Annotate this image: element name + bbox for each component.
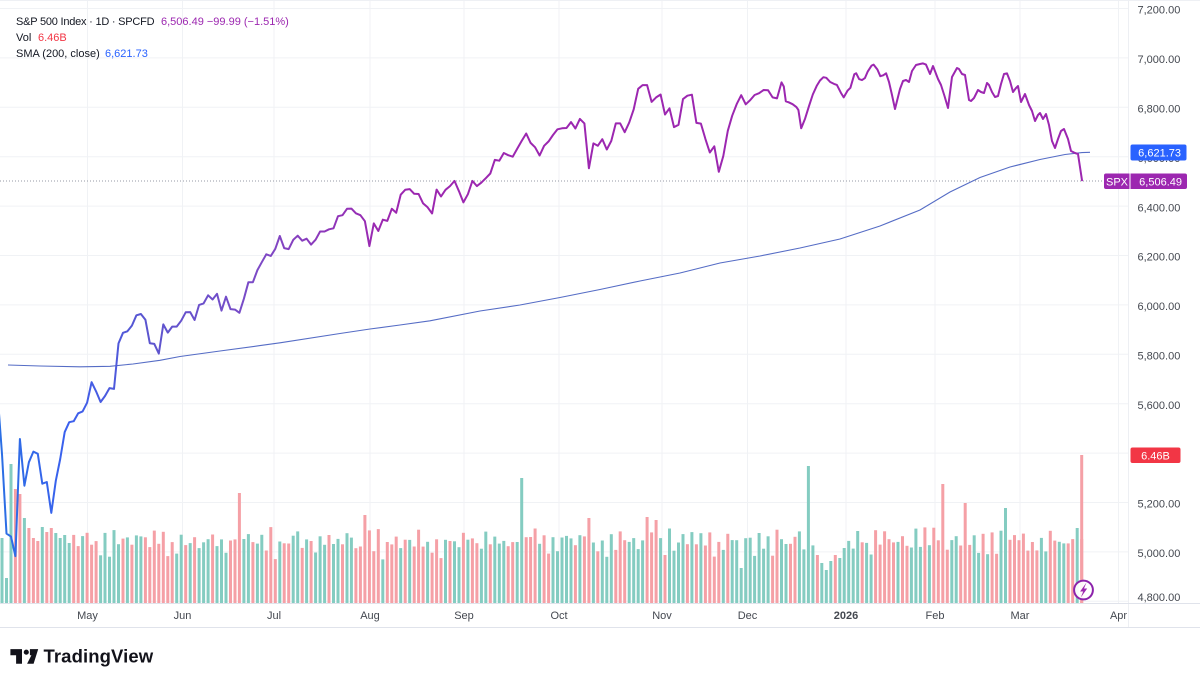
- svg-text:Vol: Vol: [16, 32, 31, 44]
- svg-text:SPX: SPX: [1106, 176, 1129, 188]
- svg-text:Nov: Nov: [652, 610, 672, 622]
- svg-text:Mar: Mar: [1011, 610, 1030, 622]
- svg-text:6,000.00: 6,000.00: [1138, 301, 1181, 313]
- svg-text:S&P 500 Index · 1D · SPCFD: S&P 500 Index · 1D · SPCFD: [16, 16, 155, 28]
- svg-text:Feb: Feb: [926, 610, 945, 622]
- svg-text:2026: 2026: [834, 610, 858, 622]
- svg-text:Jul: Jul: [267, 610, 281, 622]
- svg-text:6.46B: 6.46B: [1141, 450, 1170, 462]
- svg-text:7,000.00: 7,000.00: [1138, 54, 1181, 66]
- svg-text:6,400.00: 6,400.00: [1138, 202, 1181, 214]
- svg-text:Sep: Sep: [454, 610, 474, 622]
- svg-text:6,506.49: 6,506.49: [1139, 176, 1182, 188]
- svg-text:5,000.00: 5,000.00: [1138, 548, 1181, 560]
- svg-text:6,800.00: 6,800.00: [1138, 104, 1181, 116]
- svg-text:Apr: Apr: [1110, 610, 1127, 622]
- svg-text:4,800.00: 4,800.00: [1138, 592, 1181, 604]
- svg-text:May: May: [77, 610, 98, 622]
- svg-text:6,506.49 −99.99 (−1.51%): 6,506.49 −99.99 (−1.51%): [161, 16, 289, 28]
- svg-text:6,200.00: 6,200.00: [1138, 252, 1181, 264]
- svg-text:5,200.00: 5,200.00: [1138, 499, 1181, 511]
- svg-text:Aug: Aug: [360, 610, 380, 622]
- svg-text:Jun: Jun: [174, 610, 192, 622]
- svg-text:6,621.73: 6,621.73: [1138, 148, 1181, 160]
- svg-text:5,800.00: 5,800.00: [1138, 351, 1181, 363]
- svg-text:6.46B: 6.46B: [38, 32, 67, 44]
- svg-text:SMA (200, close): SMA (200, close): [16, 48, 100, 60]
- svg-text:Dec: Dec: [738, 610, 758, 622]
- svg-text:Oct: Oct: [550, 610, 567, 622]
- svg-text:6,621.73: 6,621.73: [105, 48, 148, 60]
- svg-text:7,200.00: 7,200.00: [1138, 5, 1181, 17]
- svg-text:5,600.00: 5,600.00: [1138, 400, 1181, 412]
- svg-text:TradingView: TradingView: [44, 646, 154, 667]
